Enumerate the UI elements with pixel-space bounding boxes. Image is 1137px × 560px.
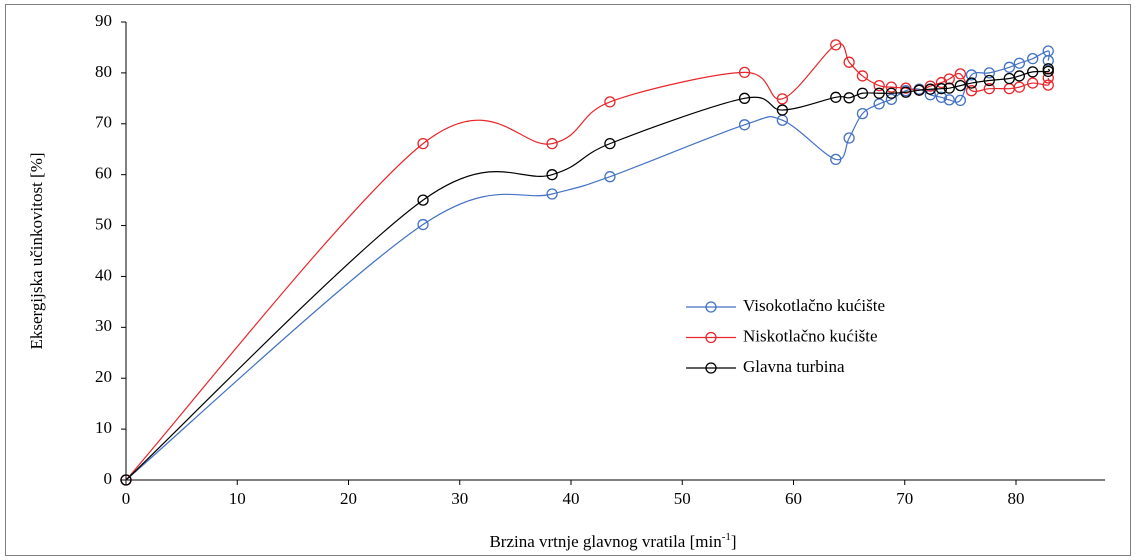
legend-label: Niskotlačno kućište — [743, 326, 878, 345]
data-point — [965, 77, 978, 89]
data-point — [885, 87, 898, 99]
data-point — [843, 56, 855, 68]
data-point — [738, 119, 751, 131]
x-tick-label: 80 — [1008, 489, 1025, 508]
data-point — [924, 83, 936, 95]
y-tick-label: 0 — [104, 469, 113, 488]
x-tick-label: 10 — [229, 489, 246, 508]
data-point — [900, 82, 912, 94]
data-point — [935, 83, 948, 95]
data-point — [856, 70, 869, 82]
x-tick-label: 40 — [563, 489, 580, 508]
data-point — [1003, 61, 1015, 73]
data-point — [1042, 72, 1054, 84]
y-tick-label: 80 — [95, 62, 112, 81]
data-point — [738, 66, 751, 79]
y-tick-label: 10 — [95, 418, 112, 437]
data-point — [924, 80, 936, 92]
data-point — [1013, 70, 1025, 82]
data-point — [417, 194, 429, 206]
data-point — [954, 94, 967, 107]
y-tick-label: 70 — [95, 113, 112, 132]
legend-label: Glavna turbina — [743, 357, 845, 376]
data-point — [954, 68, 967, 80]
x-axis-label-sup: -1 — [722, 531, 731, 543]
data-point — [1027, 77, 1039, 89]
data-point — [546, 137, 558, 150]
legend-label: Visokotlačno kućište — [743, 296, 885, 315]
y-tick-label: 50 — [95, 214, 112, 233]
legend-marker — [705, 362, 717, 374]
data-point — [843, 132, 855, 144]
data-point — [546, 169, 558, 181]
data-point — [935, 91, 948, 103]
data-point — [943, 73, 955, 85]
y-tick-label: 40 — [95, 265, 112, 284]
data-point — [885, 81, 898, 93]
x-tick-label: 60 — [785, 489, 802, 508]
data-point — [1027, 52, 1039, 65]
data-point — [417, 218, 429, 231]
x-tick-label: 50 — [674, 489, 691, 508]
y-tick-label: 20 — [95, 367, 112, 386]
legend-marker — [705, 331, 717, 344]
data-point — [776, 104, 789, 116]
data-point — [843, 92, 855, 104]
data-point — [1042, 63, 1054, 75]
data-point — [830, 153, 842, 166]
data-point — [776, 93, 789, 105]
x-tick-label: 0 — [122, 489, 131, 508]
data-point — [983, 67, 995, 79]
x-axis-label: Brzina vrtnje glavnog vratila [min-1] — [489, 531, 736, 551]
chart-frame — [5, 4, 1131, 556]
data-point — [830, 91, 842, 103]
data-point — [604, 137, 616, 150]
data-point — [943, 94, 955, 106]
y-tick-label: 90 — [95, 11, 112, 30]
data-point — [830, 39, 842, 51]
y-tick-label: 30 — [95, 316, 112, 335]
data-point — [546, 188, 558, 200]
data-point — [873, 98, 885, 110]
data-point — [738, 92, 751, 104]
data-point — [965, 85, 978, 97]
data-point — [1042, 79, 1054, 91]
x-axis-label-suffix: ] — [731, 532, 737, 551]
data-point — [900, 86, 912, 98]
legend-marker — [705, 301, 717, 313]
x-axis-label-text: Brzina vrtnje glavnog vratila [min — [489, 532, 722, 551]
data-point — [943, 82, 955, 94]
data-point — [983, 83, 995, 95]
data-point — [1042, 55, 1054, 67]
y-axis-label: Eksergijska učinkovitost [%] — [27, 152, 46, 349]
x-tick-label: 30 — [451, 489, 468, 508]
data-point — [885, 93, 898, 106]
data-point — [120, 474, 132, 486]
x-tick-label: 70 — [896, 489, 913, 508]
data-point — [856, 87, 869, 99]
data-point — [1013, 81, 1025, 93]
data-point — [954, 79, 967, 92]
data-point — [873, 87, 885, 99]
data-point — [856, 107, 869, 120]
data-point — [1027, 66, 1039, 78]
data-point — [604, 171, 616, 183]
data-point — [965, 69, 978, 81]
data-point — [913, 84, 925, 96]
data-point — [873, 79, 885, 92]
data-point — [417, 137, 429, 150]
y-tick-label: 60 — [95, 164, 112, 183]
data-point — [1013, 57, 1025, 69]
data-point — [983, 74, 995, 87]
x-tick-label: 20 — [340, 489, 357, 508]
data-point — [604, 96, 616, 108]
